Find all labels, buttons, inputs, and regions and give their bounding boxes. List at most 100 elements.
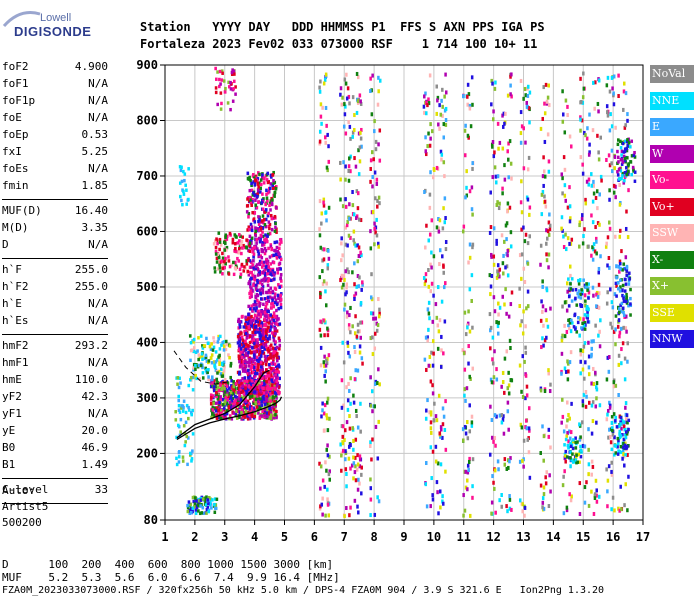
echo-point [510, 507, 513, 512]
echo-point [495, 414, 498, 419]
echo-point [373, 346, 377, 351]
echo-point [254, 319, 258, 324]
x-tick-label: 10 [427, 530, 441, 544]
echo-point [244, 319, 248, 323]
echo-point [252, 252, 256, 256]
echo-point [344, 225, 348, 230]
echo-point [615, 264, 618, 269]
echo-point [250, 260, 253, 265]
echo-point [357, 284, 360, 289]
echo-point [470, 423, 474, 428]
echo-point [471, 166, 474, 171]
echo-point [442, 160, 446, 165]
echo-point [545, 228, 548, 233]
echo-point [206, 370, 209, 374]
echo-point [377, 297, 380, 302]
echo-point [325, 468, 328, 473]
echo-point [324, 72, 328, 77]
echo-point [278, 261, 282, 265]
echo-point [191, 449, 194, 453]
echo-point [360, 356, 364, 361]
echo-point [322, 257, 326, 262]
echo-point [438, 489, 442, 494]
echo-point [197, 353, 201, 357]
echo-point [618, 432, 621, 436]
echo-point [501, 294, 504, 299]
footer-distance-row: D 100 200 400 600 800 1000 1500 3000 [km… [2, 558, 334, 571]
legend-item-nne: NNE [650, 91, 694, 110]
echo-point [273, 362, 277, 366]
echo-point [274, 321, 277, 325]
echo-point [430, 265, 433, 270]
echo-point [264, 224, 268, 229]
echo-point [234, 249, 238, 254]
echo-point [214, 90, 218, 95]
echo-point [271, 198, 274, 202]
echo-point [612, 183, 616, 188]
echo-point [539, 126, 543, 131]
x-tick-label: 7 [341, 530, 348, 544]
param-value: 20.0 [81, 424, 109, 437]
echo-point [214, 506, 217, 510]
echo-point [595, 385, 598, 390]
param-row: D N/A [2, 238, 108, 255]
echo-point [528, 90, 532, 95]
echo-point [429, 122, 432, 127]
echo-point [468, 456, 471, 461]
echo-point [445, 90, 448, 95]
param-label: h`E [2, 297, 22, 310]
echo-point [426, 338, 429, 343]
echo-point [187, 383, 191, 388]
echo-point [237, 333, 240, 337]
echo-point [373, 221, 376, 226]
echo-point [275, 379, 279, 383]
echo-point [222, 360, 226, 364]
param-label: D [2, 238, 9, 251]
echo-point [583, 227, 586, 232]
echo-point [177, 398, 181, 403]
echo-point [564, 449, 568, 454]
echo-point [578, 422, 581, 427]
echo-point [371, 175, 374, 180]
echo-point [207, 368, 210, 372]
echo-point [234, 413, 238, 418]
echo-point [545, 318, 548, 323]
echo-point [619, 309, 623, 314]
echo-point [253, 361, 257, 366]
echo-point [356, 206, 360, 211]
echo-point [430, 218, 434, 223]
echo-point [525, 426, 529, 431]
echo-point [267, 325, 270, 329]
echo-point [253, 245, 256, 249]
echo-point [261, 339, 265, 344]
echo-point [212, 379, 215, 383]
echo-point [222, 240, 226, 244]
echo-point [580, 217, 584, 222]
echo-point [358, 275, 361, 280]
echo-point [584, 360, 587, 365]
echo-point [464, 332, 468, 337]
echo-point [234, 246, 237, 251]
echo-point [266, 402, 270, 407]
echo-point [339, 442, 342, 447]
echo-point [219, 107, 223, 111]
echo-point [321, 512, 324, 517]
echo-point [189, 375, 193, 380]
echo-point [318, 461, 321, 466]
echo-point [323, 363, 326, 368]
param-row: fmin 1.85 [2, 179, 108, 196]
echo-point [565, 508, 569, 513]
echo-point [263, 210, 267, 214]
echo-point [242, 396, 246, 400]
echo-point [243, 349, 246, 353]
echo-point [236, 382, 239, 386]
echo-point [340, 275, 343, 280]
echo-point [491, 175, 494, 180]
echo-point [469, 124, 473, 129]
echo-point [437, 216, 440, 221]
echo-point [592, 242, 596, 247]
echo-point [464, 431, 468, 436]
echo-point [591, 464, 595, 469]
param-separator [2, 258, 108, 259]
echo-point [272, 383, 276, 387]
